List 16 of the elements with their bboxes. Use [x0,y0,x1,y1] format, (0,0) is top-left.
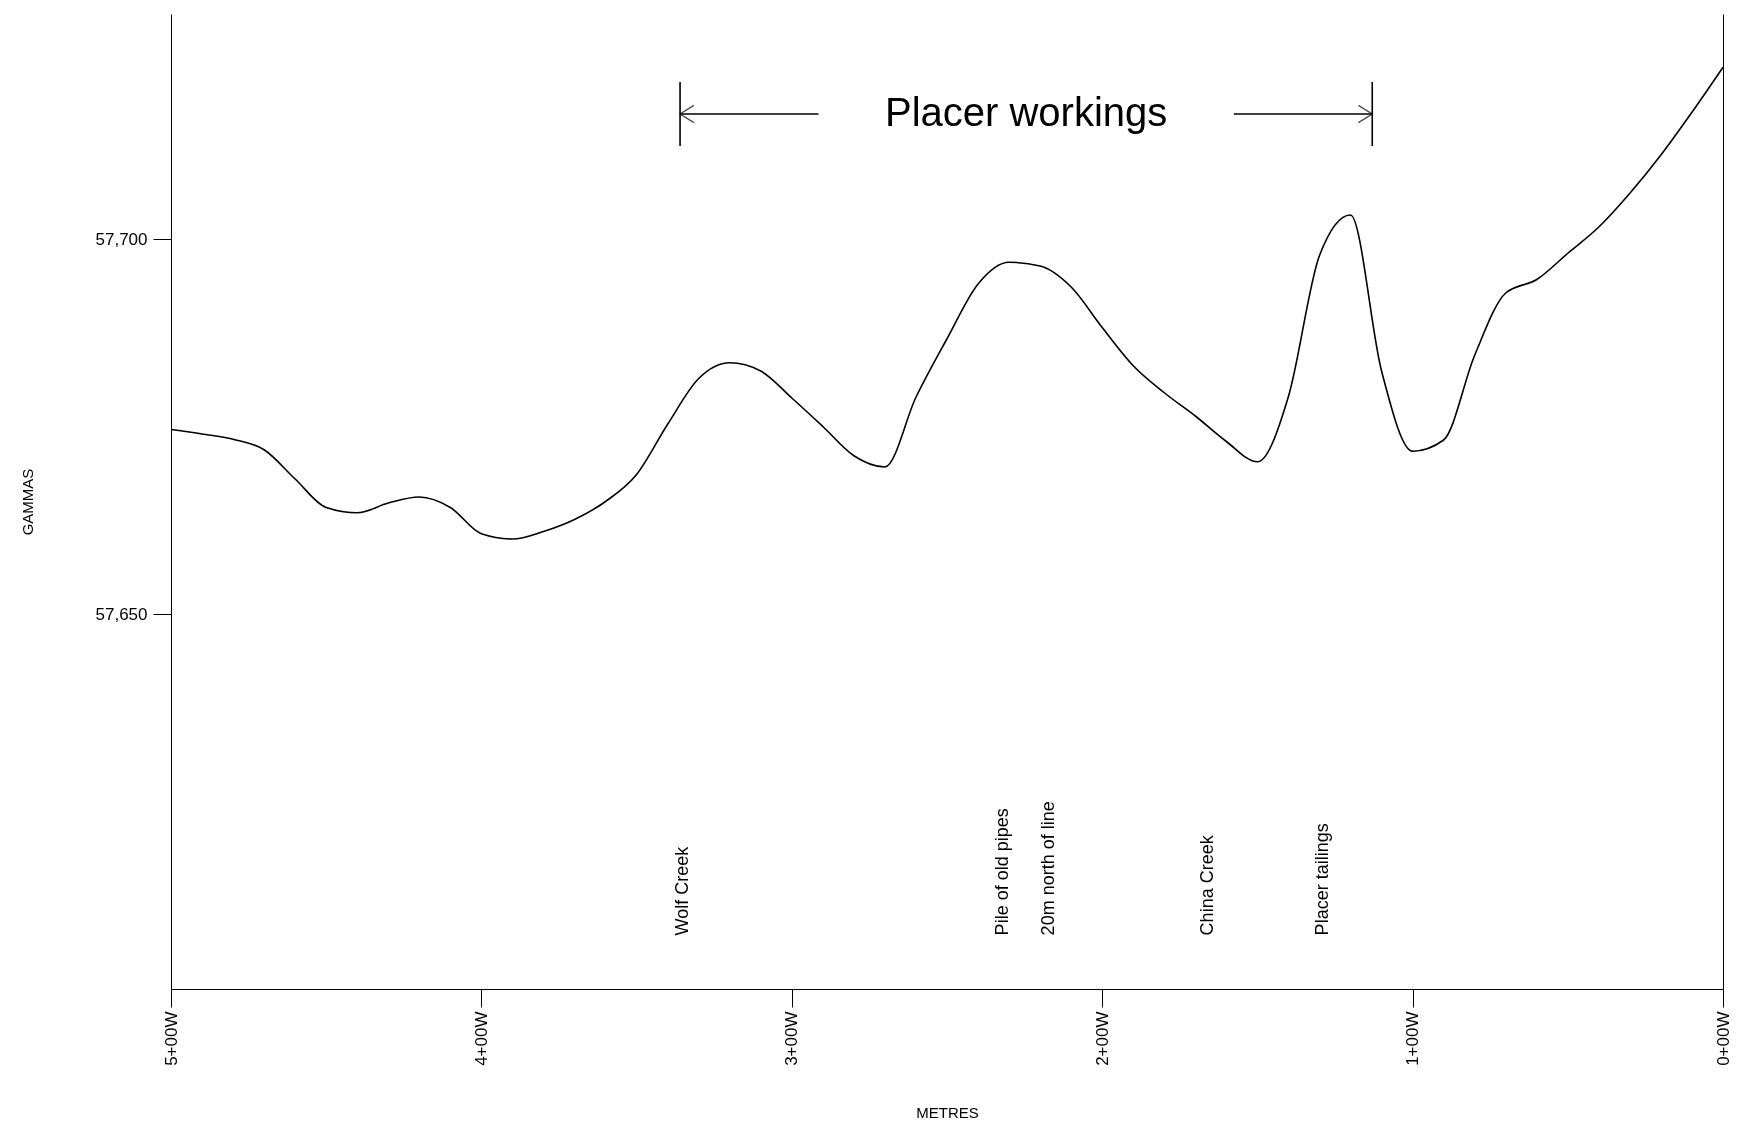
x-tick-label: 3+00W [782,1011,802,1066]
annotation: Placer workings [884,90,1168,134]
y-tick-label: 57,650 [95,604,148,624]
x-tick-label: 2+00W [1092,1011,1112,1066]
annotation: Pile of old pipes [991,808,1012,936]
x-axis-title: METRES [916,1103,979,1121]
x-tick-label: 0+00W [1713,1011,1733,1066]
y-axis-title: GAMMAS [18,468,36,536]
x-tick-label: 4+00W [471,1011,491,1066]
y-tick-label: 57,700 [95,229,148,249]
annotation: China Creek [1196,834,1217,936]
x-tick-label: 1+00W [1403,1011,1423,1066]
annotation: Wolf Creek [672,845,693,936]
annotation: 20m north of line [1038,801,1059,936]
x-tick-label: 5+00W [161,1011,181,1066]
annotation: Placer tailings [1311,823,1332,936]
